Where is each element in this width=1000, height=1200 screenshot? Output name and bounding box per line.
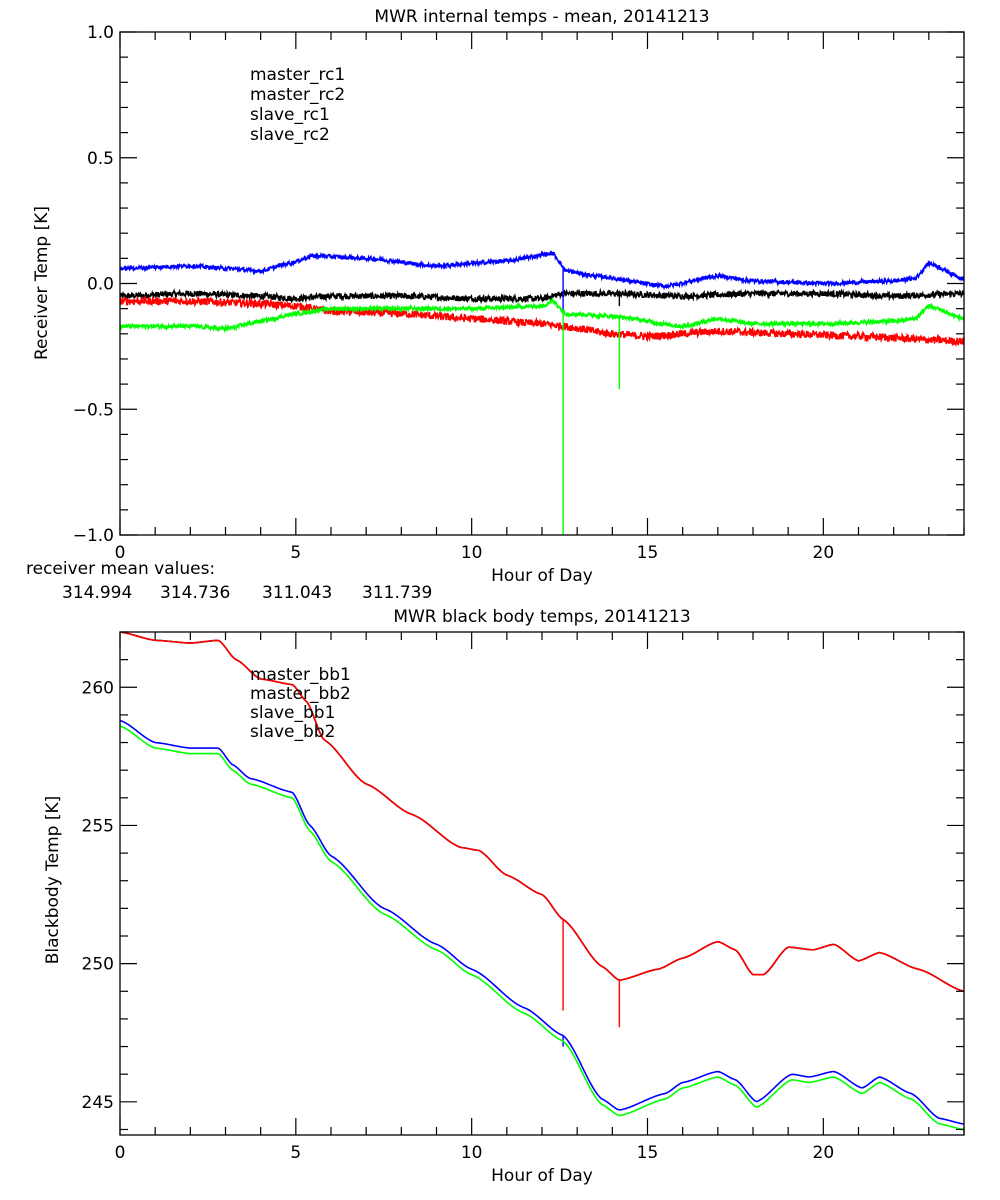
- series-clip: [120, 632, 964, 1131]
- series-line-slave_bb2: [120, 725, 964, 1131]
- plot-frame: [119, 631, 965, 1136]
- y-tick-label: 250: [82, 955, 114, 975]
- x-tick-label: 10: [461, 543, 483, 563]
- x-axis-label: Hour of Day: [491, 566, 593, 586]
- legend-entry-master_bb1: master_bb1: [250, 665, 351, 685]
- x-tick-label: 15: [637, 1143, 659, 1163]
- x-tick-label: 0: [115, 1143, 126, 1163]
- axis-ticks: 0 5 10 15 20 1.0 0.5 0.0 −0.5 −1.0: [73, 23, 965, 563]
- x-tick-label: 0: [115, 543, 126, 563]
- series-line-slave_rc2: [120, 296, 964, 334]
- x-tick-label: 15: [637, 543, 659, 563]
- annotation-label: receiver mean values:: [26, 559, 215, 579]
- legend-entry-master_rc2: master_rc2: [250, 85, 345, 105]
- y-tick-label: 1.0: [87, 23, 114, 43]
- x-tick-label: 20: [813, 1143, 835, 1163]
- y-tick-label: 0.0: [87, 275, 114, 295]
- y-axis-label: Blackbody Temp [K]: [43, 796, 63, 965]
- blackbody-temps-chart: MWR black body temps, 20141213 0 5 10 15 20 2…: [43, 607, 965, 1186]
- series-group: [120, 632, 964, 1131]
- series-line-master_bb2: [120, 632, 964, 993]
- y-tick-label: −0.5: [73, 400, 114, 420]
- series-line-master_rc2: [120, 294, 964, 348]
- x-axis-label: Hour of Day: [491, 1166, 593, 1186]
- legend-entry-slave_bb2: slave_bb2: [250, 722, 335, 742]
- x-tick-label: 10: [461, 1143, 483, 1163]
- legend-entry-slave_rc1: slave_rc1: [250, 105, 330, 125]
- x-tick-label: 20: [813, 543, 835, 563]
- series-line-slave_rc1: [120, 250, 964, 291]
- series-clip: [120, 250, 964, 535]
- series-line-master_bb1: [120, 632, 964, 993]
- legend-entry-slave_bb1: slave_bb1: [250, 703, 335, 723]
- internal-temps-chart: MWR internal temps - mean, 20141213 0 5 10…: [26, 7, 965, 603]
- chart-title: MWR black body temps, 20141213: [393, 607, 690, 627]
- series-group: [120, 250, 964, 535]
- chart-title: MWR internal temps - mean, 20141213: [374, 7, 709, 27]
- y-tick-label: 0.5: [87, 149, 114, 169]
- series-line-slave_bb1: [120, 719, 964, 1125]
- legend-entry-slave_rc2: slave_rc2: [250, 125, 330, 145]
- axis-ticks: 0 5 10 15 20 260 255 250 245: [82, 631, 965, 1163]
- y-tick-label: 245: [82, 1093, 114, 1113]
- y-tick-label: 255: [82, 816, 114, 836]
- legend-entry-master_rc1: master_rc1: [250, 65, 345, 85]
- y-tick-label: −1.0: [73, 526, 114, 546]
- x-tick-label: 5: [290, 543, 301, 563]
- series-line-master_rc1: [120, 287, 964, 305]
- annotation-values: 314.994 314.736 311.043 311.739: [62, 583, 432, 603]
- y-axis-label: Receiver Temp [K]: [32, 206, 52, 360]
- x-tick-label: 5: [290, 1143, 301, 1163]
- annotation-value: 314.736: [160, 583, 230, 603]
- legend-entry-master_bb2: master_bb2: [250, 684, 351, 704]
- y-tick-label: 260: [82, 678, 114, 698]
- annotation-value: 311.739: [362, 583, 432, 603]
- annotation-value: 311.043: [262, 583, 332, 603]
- annotation-value: 314.994: [62, 583, 132, 603]
